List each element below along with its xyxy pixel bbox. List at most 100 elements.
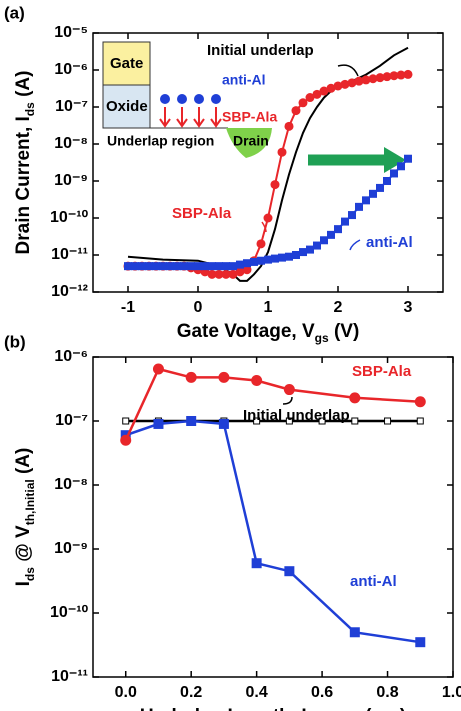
data-point (277, 147, 287, 157)
data-point (349, 392, 361, 404)
y-tick-label: 10⁻⁷ (55, 98, 88, 115)
data-point (180, 262, 188, 271)
data-point (185, 371, 197, 383)
data-point (122, 417, 130, 425)
data-point (354, 76, 364, 86)
y-axis-label-part: th,Initial (23, 479, 37, 525)
y-axis-label-part: ds (23, 567, 37, 581)
data-point (333, 81, 343, 91)
data-point (242, 265, 252, 275)
annotation: Underlap region (107, 133, 214, 149)
data-point (349, 627, 360, 638)
data-point (340, 79, 350, 89)
data-point (306, 245, 314, 254)
y-tick-label: 10⁻⁷ (55, 412, 88, 429)
panel-label: (a) (4, 3, 25, 22)
data-point (159, 262, 167, 271)
y-tick-label: 10⁻¹¹ (51, 668, 88, 685)
series-line (125, 419, 421, 644)
x-axis-label-part: gs (315, 331, 329, 345)
annotation: Initial underlap (207, 42, 314, 59)
data-point (124, 262, 132, 271)
data-point (397, 162, 405, 171)
drain-shape (226, 128, 272, 158)
y-tick-label: 10⁻⁸ (54, 476, 88, 493)
x-axis-label-part: (μm) (365, 706, 406, 711)
data-point (327, 230, 335, 239)
data-point (369, 189, 377, 198)
data-point (298, 98, 308, 108)
data-point (319, 86, 329, 96)
data-point (376, 183, 384, 192)
gate-box (102, 41, 151, 86)
data-point (253, 417, 261, 425)
oxide-box (102, 84, 151, 129)
data-point (152, 262, 160, 271)
data-point (251, 558, 262, 569)
data-point (145, 262, 153, 271)
data-point (278, 253, 286, 262)
data-point (414, 396, 426, 408)
x-axis-label-part: Gate Voltage, V (177, 321, 315, 342)
data-point (362, 196, 370, 205)
data-point (390, 169, 398, 178)
data-point (201, 262, 209, 271)
shift-arrow-head (384, 147, 406, 173)
x-tick-label: 0.2 (180, 684, 202, 701)
data-point (382, 72, 392, 82)
data-point (153, 418, 164, 429)
data-point (283, 384, 295, 396)
data-point (207, 269, 217, 279)
annotation: SBP-Ala (352, 363, 412, 380)
y-tick-label: 10⁻⁹ (54, 540, 88, 557)
x-axis-label-part: (V) (329, 321, 360, 342)
y-tick-label: 10⁻⁶ (54, 61, 88, 78)
plot-frame (92, 356, 454, 678)
x-tick-label: 0.6 (311, 684, 333, 701)
data-point (341, 217, 349, 226)
data-point (251, 374, 263, 386)
dipole-arrows (159, 107, 222, 128)
x-tick-label: 0 (194, 299, 203, 316)
data-point (250, 257, 258, 266)
data-point (389, 71, 399, 81)
data-point (221, 269, 231, 279)
annotation: Oxide (106, 98, 148, 115)
y-tick-label: 10⁻⁵ (54, 24, 88, 41)
data-point (152, 363, 164, 375)
annotation: Initial underlap (243, 407, 350, 424)
data-point (291, 106, 301, 116)
annotation: Gate (110, 55, 143, 72)
y-axis-label: Drain Current, Ids (A) (13, 71, 37, 255)
x-tick-label: 3 (404, 299, 413, 316)
data-point (173, 262, 181, 271)
data-point (361, 75, 371, 85)
x-tick-label: -1 (121, 299, 135, 316)
data-point (355, 202, 363, 211)
data-point (218, 418, 229, 429)
x-tick-label: 2 (334, 299, 343, 316)
annotation: SBP-Ala (222, 109, 277, 125)
data-point (235, 267, 245, 277)
data-point (415, 637, 426, 648)
leader-line (349, 239, 361, 251)
data-point (326, 83, 336, 93)
x-tick-label: 1 (264, 299, 273, 316)
molecules (160, 94, 221, 104)
x-axis-label: Underlap Length, LUnderlap(μm) (140, 706, 406, 711)
y-axis-label-part: ds (23, 102, 37, 116)
data-point (404, 154, 412, 163)
data-point (416, 417, 424, 425)
data-point (187, 262, 195, 271)
y-tick-label: 10⁻⁸ (54, 135, 88, 152)
data-point (403, 69, 413, 79)
data-point (313, 241, 321, 250)
y-axis-label-part: (A) (13, 71, 34, 103)
x-tick-label: 1.0 (442, 684, 461, 701)
data-point (347, 78, 357, 88)
series-line (124, 367, 421, 441)
panel-label: (b) (4, 332, 26, 351)
data-point (229, 262, 237, 271)
data-point (305, 93, 315, 103)
